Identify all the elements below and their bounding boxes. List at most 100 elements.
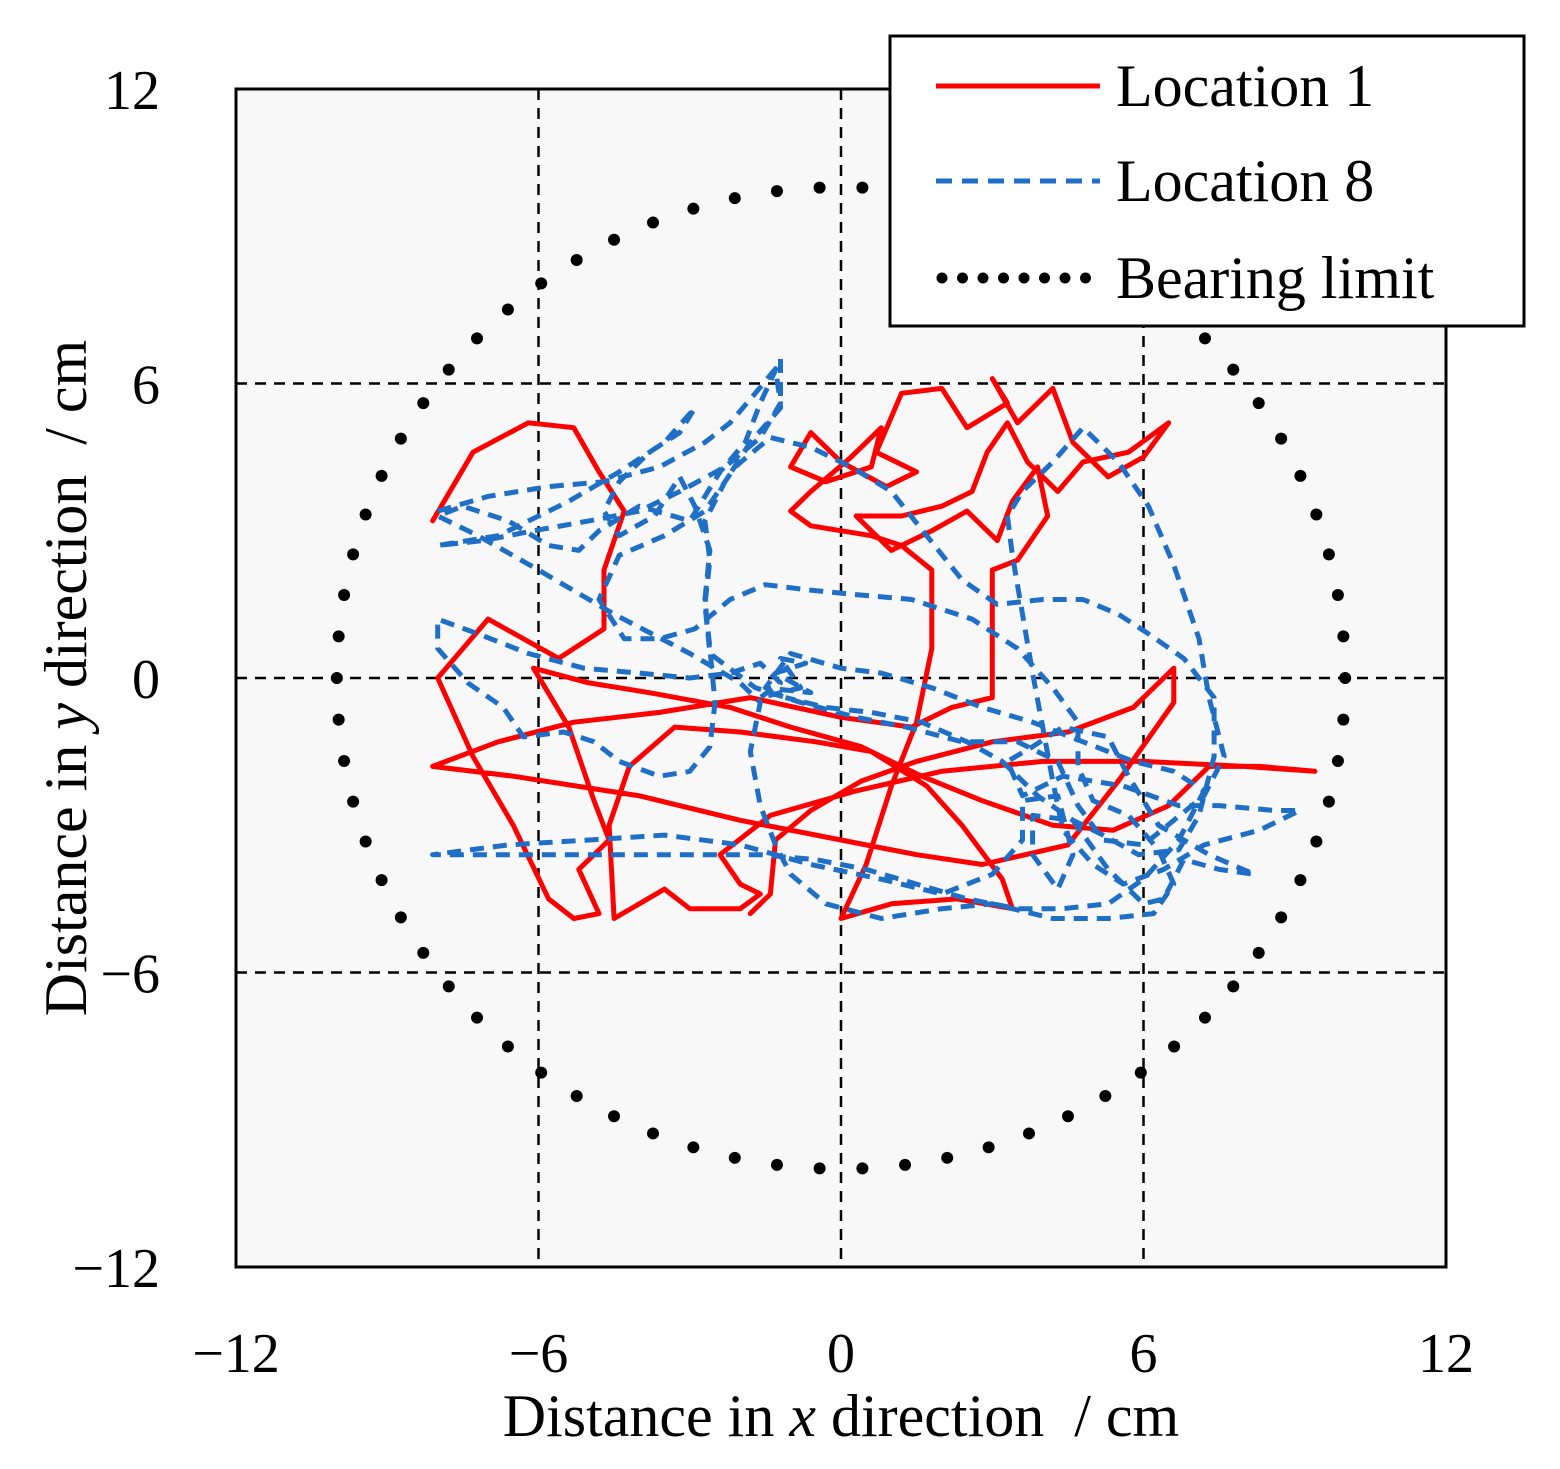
bearing-limit-marker <box>647 1127 660 1140</box>
bearing-limit-marker <box>728 1151 741 1164</box>
bearing-limit-marker <box>338 589 351 602</box>
y-tick-label: 12 <box>104 60 160 122</box>
bearing-limit-marker <box>1099 1089 1112 1102</box>
bearing-limit-marker <box>1331 589 1344 602</box>
x-axis-label-prefix: Distance in <box>503 1383 790 1449</box>
x-tick-label: 6 <box>1130 1323 1158 1385</box>
bearing-limit-marker <box>359 835 372 848</box>
bearing-limit-marker <box>813 181 826 194</box>
bearing-limit-marker <box>332 630 345 643</box>
x-tick-label: 0 <box>827 1323 855 1385</box>
bearing-limit-marker <box>501 303 514 316</box>
y-axis-label-variable: y <box>33 703 99 736</box>
bearing-limit-marker <box>941 1151 954 1164</box>
bearing-limit-marker <box>1198 1011 1211 1024</box>
bearing-limit-marker <box>1337 713 1350 726</box>
bearing-limit-marker <box>687 202 700 215</box>
bearing-limit-marker <box>1294 874 1307 887</box>
bearing-limit-marker <box>1310 835 1323 848</box>
bearing-limit-marker <box>1022 1127 1035 1140</box>
x-tick-label: 12 <box>1418 1323 1474 1385</box>
bearing-limit-marker <box>570 1089 583 1102</box>
bearing-limit-marker <box>1227 363 1240 376</box>
legend-dot <box>957 272 968 284</box>
bearing-limit-marker <box>770 1158 783 1171</box>
bearing-limit-marker <box>1322 548 1335 561</box>
legend-label-location-1: Location 1 <box>1116 53 1374 119</box>
bearing-limit-marker <box>1294 469 1307 482</box>
bearing-limit-marker <box>1168 1040 1181 1053</box>
bearing-limit-marker <box>728 192 741 205</box>
legend-dot <box>1059 272 1071 284</box>
y-tick-label: 6 <box>132 355 160 417</box>
bearing-limit-marker <box>1337 630 1350 643</box>
bearing-limit-marker <box>330 672 343 684</box>
x-tick-label: −12 <box>192 1323 280 1385</box>
bearing-limit-marker <box>856 181 869 194</box>
bearing-limit-marker <box>687 1141 700 1154</box>
x-tick-label: −6 <box>509 1323 569 1385</box>
bearing-limit-marker <box>1275 432 1288 445</box>
bearing-limit-marker <box>394 911 407 924</box>
x-tick-labels: −12 −6 0 6 12 <box>192 1323 1474 1385</box>
x-axis-label-variable: x <box>788 1383 816 1449</box>
y-tick-labels: −12 −6 0 6 12 <box>72 60 160 1300</box>
bearing-limit-marker <box>1198 332 1211 345</box>
series-bearing-limit <box>330 181 1352 1175</box>
bearing-limit-marker <box>535 1066 548 1079</box>
legend-label-bearing-limit: Bearing limit <box>1116 245 1435 311</box>
bearing-limit-marker <box>982 1141 995 1154</box>
legend-dot <box>998 272 1009 284</box>
bearing-limit-marker <box>813 1162 826 1175</box>
bearing-limit-marker <box>570 254 583 267</box>
bearing-limit-marker <box>1339 672 1352 684</box>
legend-dot <box>1018 272 1030 284</box>
legend-dot <box>1080 272 1091 284</box>
bearing-limit-marker <box>535 277 548 290</box>
bearing-limit-marker <box>1322 795 1335 808</box>
bearing-limit-marker <box>471 332 484 345</box>
y-tick-label: −6 <box>100 944 160 1006</box>
legend-dot <box>1039 272 1050 284</box>
bearing-limit-marker <box>608 1110 621 1123</box>
bearing-limit-marker <box>338 754 351 767</box>
series-location-1 <box>430 376 1318 921</box>
bearing-limit-marker <box>394 432 407 445</box>
legend-dot <box>936 272 948 284</box>
bearing-limit-marker <box>647 216 660 229</box>
bearing-limit-marker <box>856 1162 869 1175</box>
bearing-limit-marker <box>1275 911 1288 924</box>
bearing-limit-marker <box>417 397 430 410</box>
y-tick-label: 0 <box>132 649 160 711</box>
legend-label-location-8: Location 8 <box>1116 148 1374 214</box>
bearing-limit-marker <box>471 1011 484 1024</box>
bearing-limit-marker <box>347 795 360 808</box>
plot-frame <box>234 87 1448 1269</box>
bearing-limit-marker <box>375 469 388 482</box>
bearing-limit-marker <box>899 1158 912 1171</box>
legend-swatch-bearing-limit <box>936 272 1091 284</box>
legend-dot <box>977 272 989 284</box>
bearing-limit-marker <box>770 185 783 198</box>
y-axis-label: Distance in y direction / cm <box>33 340 99 1016</box>
bearing-limit-marker <box>1252 946 1265 959</box>
bearing-limit-marker <box>359 508 372 521</box>
series-layer <box>330 181 1352 1175</box>
x-axis-label-suffix: direction / cm <box>816 1383 1179 1449</box>
bearing-limit-marker <box>375 874 388 887</box>
bearing-limit-marker <box>501 1040 514 1053</box>
bearing-limit-marker <box>417 946 430 959</box>
bearing-limit-marker <box>442 980 455 993</box>
bearing-limit-marker <box>1331 754 1344 767</box>
bearing-limit-marker <box>1252 397 1265 410</box>
series-location-8 <box>430 356 1303 921</box>
bearing-limit-marker <box>347 548 360 561</box>
bearing-limit-marker <box>1134 1066 1147 1079</box>
bearing-limit-marker <box>1310 508 1323 521</box>
y-tick-label: −12 <box>72 1238 160 1300</box>
bearing-limit-marker <box>442 363 455 376</box>
legend: Location 1 Location 8 Bearing limit <box>888 34 1526 328</box>
bearing-limit-marker <box>332 713 345 726</box>
y-axis-label-suffix: direction / cm <box>33 340 99 703</box>
